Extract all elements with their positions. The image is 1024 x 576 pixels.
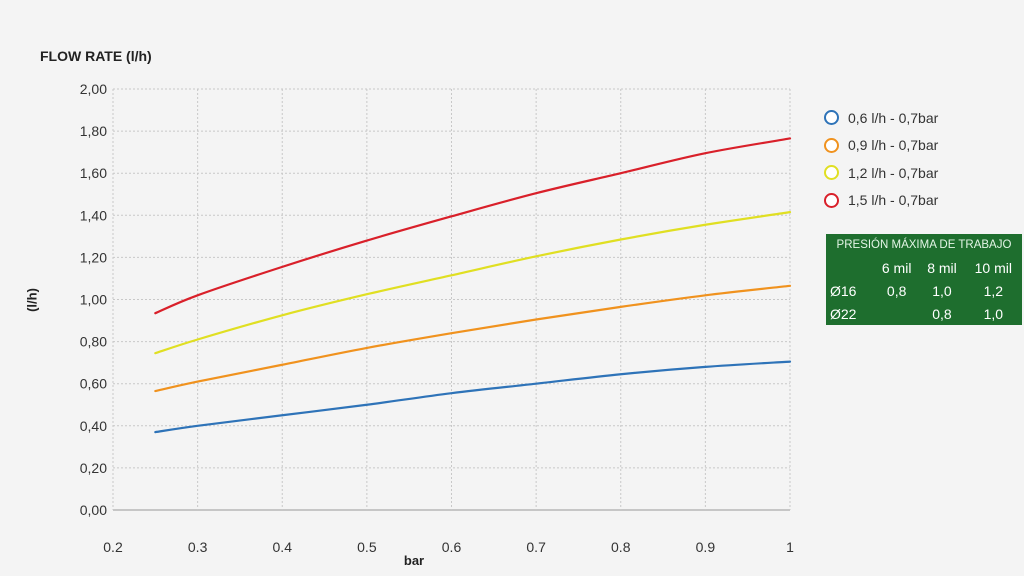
y-tick-label: 1,80 [80, 123, 107, 139]
y-tick-label: 1,60 [80, 165, 107, 181]
series-lines [154, 137, 792, 434]
tick-labels: 0,00 0,20 0,40 0,60 0,80 1,00 1,20 1,40 1,60 1,80… [80, 81, 794, 555]
y-tick-label: 1,40 [80, 207, 107, 223]
legend-swatch-circle-icon [824, 192, 839, 208]
x-tick-label: 1 [786, 539, 794, 555]
x-tick-label: 0.9 [696, 539, 716, 555]
series-line [154, 137, 792, 315]
legend-item: 1,5 l/h - 0,7bar [824, 187, 938, 215]
legend: 0,6 l/h - 0,7bar 0,9 l/h - 0,7bar 1,2 l/… [824, 104, 938, 214]
pressure-table-header-row: 6 mil 8 mil 10 mil [826, 256, 1022, 279]
x-tick-label: 0.2 [103, 539, 123, 555]
pressure-table-caption-row: PRESIÓN MÁXIMA DE TRABAJO [826, 234, 1022, 256]
table-cell: 1,0 [932, 282, 952, 299]
legend-swatch-circle-icon [824, 110, 839, 126]
y-tick-label: 0,80 [80, 334, 107, 350]
y-tick-label: 2,00 [80, 81, 107, 97]
y-tick-label: 0,60 [80, 376, 107, 392]
legend-item: 1,2 l/h - 0,7bar [824, 159, 938, 187]
table-header-cell [826, 256, 874, 279]
series-line [154, 284, 792, 393]
table-cell [874, 302, 919, 325]
y-tick-label: 0,40 [80, 418, 107, 434]
x-tick-label: 0.8 [611, 539, 631, 555]
legend-label: 1,2 l/h - 0,7bar [848, 164, 939, 181]
y-axis-label: (l/h) [24, 288, 40, 312]
y-tick-label: 1,00 [80, 292, 107, 308]
table-cell: 0,8 [932, 305, 952, 322]
series-line [154, 211, 792, 355]
chart-title: FLOW RATE (l/h) [40, 48, 152, 64]
table-header-cell: 10 mil [974, 259, 1012, 276]
series-line [154, 360, 792, 434]
legend-label: 0,6 l/h - 0,7bar [848, 109, 939, 126]
legend-item: 0,6 l/h - 0,7bar [824, 104, 938, 132]
legend-item: 0,9 l/h - 0,7bar [824, 132, 938, 160]
table-header-cell: 6 mil [881, 259, 912, 276]
pressure-table-caption: PRESIÓN MÁXIMA DE TRABAJO [836, 239, 1012, 251]
y-tick-label: 0,20 [80, 460, 107, 476]
y-tick-label: 0,00 [80, 502, 107, 518]
y-tick-label: 1,20 [80, 249, 107, 265]
pressure-table: PRESIÓN MÁXIMA DE TRABAJO 6 mil 8 mil 10… [826, 234, 1022, 325]
x-tick-label: 0.6 [442, 539, 462, 555]
table-row: Ø22 0,8 1,0 [826, 302, 1022, 325]
table-cell: Ø16 [830, 282, 857, 299]
table-cell: 0,8 [886, 282, 907, 299]
x-axis-label: bar [403, 553, 425, 568]
x-tick-label: 0.7 [526, 539, 546, 555]
legend-swatch-circle-icon [824, 165, 839, 181]
table-cell: 1,2 [983, 282, 1004, 299]
table-cell: 1,0 [983, 305, 1004, 322]
grid [112, 88, 791, 511]
x-tick-label: 0.5 [357, 539, 377, 555]
legend-label: 1,5 l/h - 0,7bar [848, 192, 939, 209]
table-cell: Ø22 [830, 305, 857, 322]
table-header-cell: 8 mil [927, 259, 957, 276]
legend-swatch-circle-icon [824, 137, 839, 153]
table-row: Ø16 0,8 1,0 1,2 [826, 279, 1022, 302]
legend-label: 0,9 l/h - 0,7bar [848, 137, 939, 154]
x-tick-label: 0.3 [188, 539, 208, 555]
x-tick-label: 0.4 [273, 539, 293, 555]
